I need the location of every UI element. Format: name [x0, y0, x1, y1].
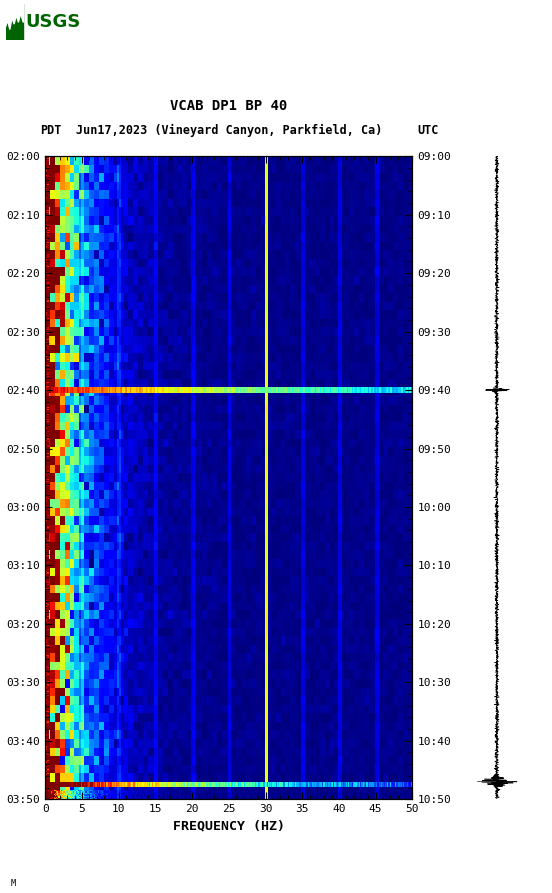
- Polygon shape: [6, 4, 23, 29]
- Text: USGS: USGS: [25, 13, 81, 31]
- Text: M: M: [11, 879, 16, 888]
- Text: UTC: UTC: [418, 123, 439, 137]
- Text: PDT: PDT: [40, 123, 61, 137]
- Text: VCAB DP1 BP 40: VCAB DP1 BP 40: [170, 99, 288, 113]
- Text: Jun17,2023 (Vineyard Canyon, Parkfield, Ca): Jun17,2023 (Vineyard Canyon, Parkfield, …: [76, 123, 382, 137]
- Polygon shape: [6, 4, 23, 40]
- X-axis label: FREQUENCY (HZ): FREQUENCY (HZ): [173, 820, 285, 832]
